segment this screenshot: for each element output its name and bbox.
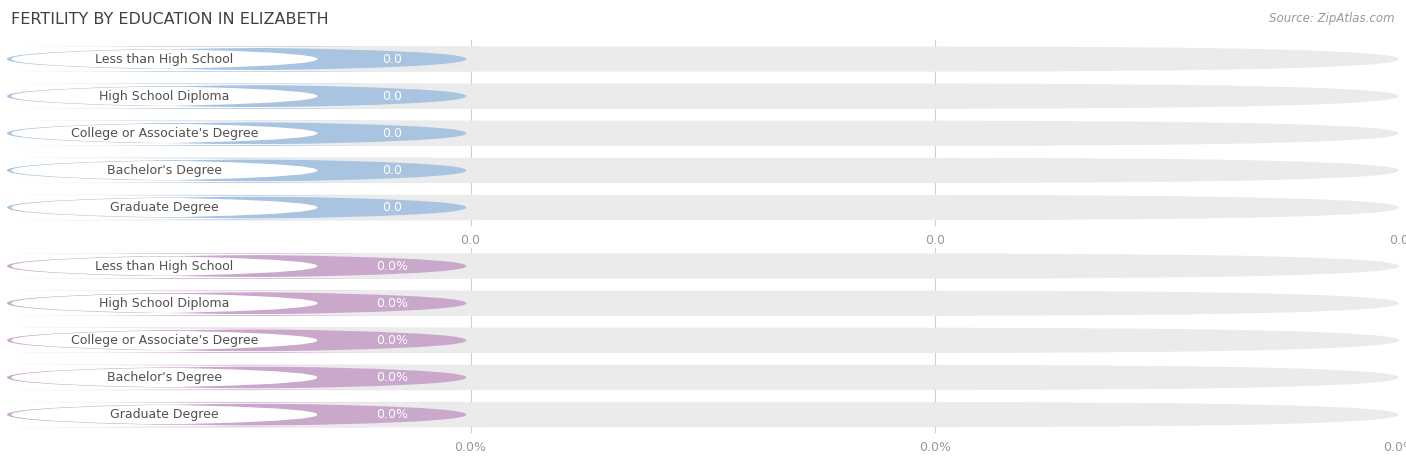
FancyBboxPatch shape <box>7 290 1399 316</box>
Text: Bachelor's Degree: Bachelor's Degree <box>107 164 222 177</box>
Text: 0.0%: 0.0% <box>920 441 952 454</box>
Text: 0.0%: 0.0% <box>377 297 409 310</box>
FancyBboxPatch shape <box>0 365 481 390</box>
FancyBboxPatch shape <box>0 196 457 219</box>
FancyBboxPatch shape <box>7 46 1399 72</box>
FancyBboxPatch shape <box>0 402 481 427</box>
FancyBboxPatch shape <box>7 158 1399 183</box>
Text: Graduate Degree: Graduate Degree <box>110 408 218 421</box>
FancyBboxPatch shape <box>0 366 457 389</box>
Text: 0.0%: 0.0% <box>377 334 409 347</box>
Text: College or Associate's Degree: College or Associate's Degree <box>70 334 259 347</box>
Text: High School Diploma: High School Diploma <box>100 297 229 310</box>
FancyBboxPatch shape <box>0 84 457 108</box>
Text: Graduate Degree: Graduate Degree <box>110 201 218 214</box>
FancyBboxPatch shape <box>0 254 457 278</box>
Text: FERTILITY BY EDUCATION IN ELIZABETH: FERTILITY BY EDUCATION IN ELIZABETH <box>11 12 329 27</box>
FancyBboxPatch shape <box>0 121 457 145</box>
Text: 0.0%: 0.0% <box>454 441 486 454</box>
Text: Bachelor's Degree: Bachelor's Degree <box>107 371 222 384</box>
Text: College or Associate's Degree: College or Associate's Degree <box>70 127 259 140</box>
Text: 0.0: 0.0 <box>382 89 402 103</box>
FancyBboxPatch shape <box>0 291 457 315</box>
Text: 0.0: 0.0 <box>461 234 481 247</box>
FancyBboxPatch shape <box>0 195 481 220</box>
Text: High School Diploma: High School Diploma <box>100 89 229 103</box>
FancyBboxPatch shape <box>7 253 1399 279</box>
FancyBboxPatch shape <box>0 83 481 109</box>
Text: 0.0%: 0.0% <box>1384 441 1406 454</box>
Text: 0.0: 0.0 <box>925 234 945 247</box>
FancyBboxPatch shape <box>0 253 481 279</box>
Text: Source: ZipAtlas.com: Source: ZipAtlas.com <box>1270 12 1395 25</box>
Text: 0.0: 0.0 <box>382 52 402 66</box>
Text: 0.0: 0.0 <box>382 127 402 140</box>
Text: 0.0: 0.0 <box>1389 234 1406 247</box>
FancyBboxPatch shape <box>0 47 457 71</box>
Text: 0.0: 0.0 <box>382 164 402 177</box>
FancyBboxPatch shape <box>0 120 481 146</box>
Text: 0.0%: 0.0% <box>377 259 409 273</box>
Text: Less than High School: Less than High School <box>96 52 233 66</box>
FancyBboxPatch shape <box>7 402 1399 427</box>
FancyBboxPatch shape <box>0 159 457 182</box>
Text: Less than High School: Less than High School <box>96 259 233 273</box>
FancyBboxPatch shape <box>0 290 481 316</box>
FancyBboxPatch shape <box>7 195 1399 220</box>
FancyBboxPatch shape <box>7 120 1399 146</box>
FancyBboxPatch shape <box>0 403 457 426</box>
FancyBboxPatch shape <box>0 158 481 183</box>
FancyBboxPatch shape <box>7 365 1399 390</box>
FancyBboxPatch shape <box>0 328 457 352</box>
FancyBboxPatch shape <box>7 327 1399 353</box>
Text: 0.0%: 0.0% <box>377 408 409 421</box>
Text: 0.0%: 0.0% <box>377 371 409 384</box>
FancyBboxPatch shape <box>7 83 1399 109</box>
Text: 0.0: 0.0 <box>382 201 402 214</box>
FancyBboxPatch shape <box>0 327 481 353</box>
FancyBboxPatch shape <box>0 46 481 72</box>
